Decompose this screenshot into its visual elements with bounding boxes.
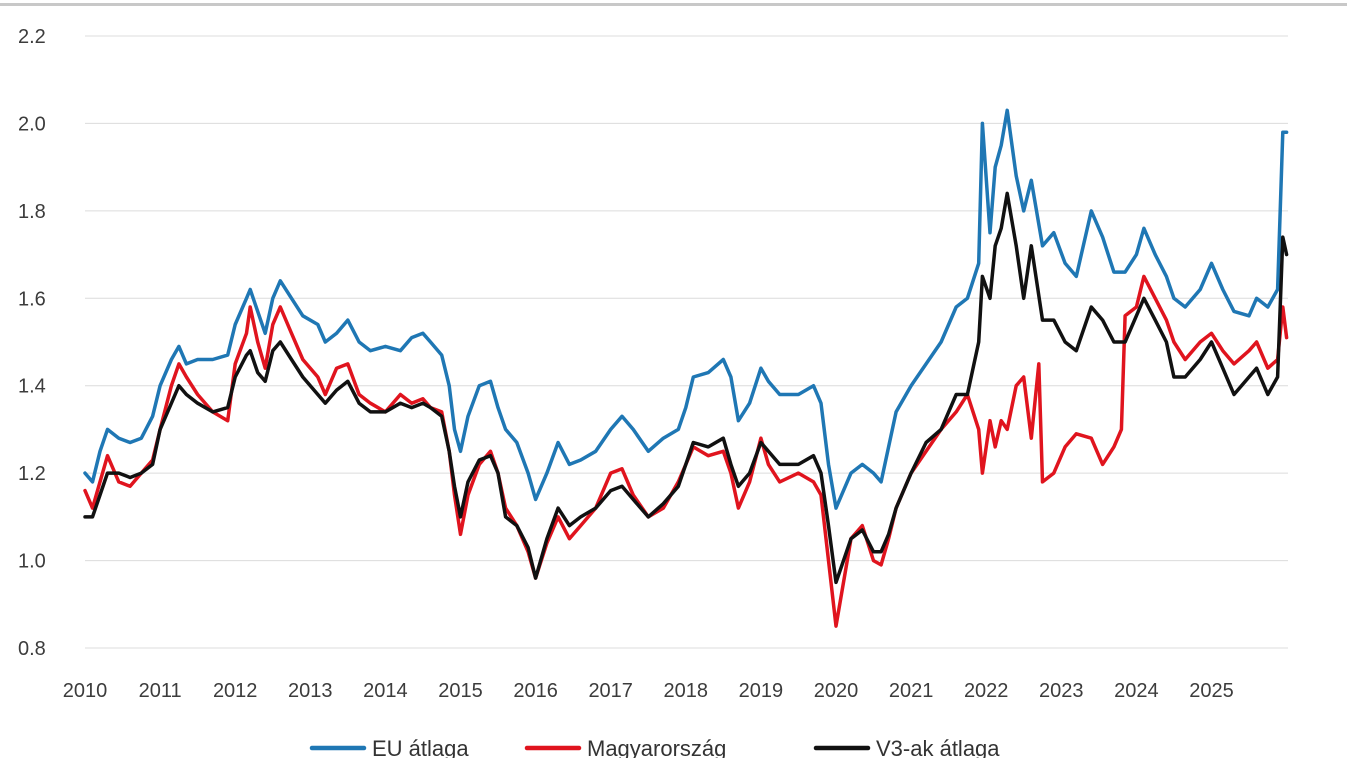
series-line-0 bbox=[83, 108, 1289, 510]
y-tick-label: 2.2 bbox=[18, 26, 46, 48]
top-border bbox=[0, 3, 1347, 6]
series-line-2 bbox=[83, 191, 1289, 585]
x-tick-label: 2014 bbox=[363, 680, 408, 702]
legend: EU átlaga Magyarország V3-ak átlaga bbox=[309, 736, 1000, 758]
series-lines bbox=[83, 108, 1289, 628]
legend-label-2: V3-ak átlaga bbox=[876, 736, 1000, 758]
y-tick-label: 2.0 bbox=[18, 113, 46, 135]
gridlines bbox=[85, 35, 1288, 649]
x-tick-label: 2020 bbox=[814, 680, 859, 702]
x-tick-label: 2011 bbox=[139, 680, 182, 702]
x-tick-label: 2023 bbox=[1039, 680, 1084, 702]
y-axis-ticks: 2.2 2.0 1.8 1.6 1.4 1.2 1.0 0.8 bbox=[18, 26, 46, 660]
y-tick-label: 1.8 bbox=[18, 201, 46, 223]
x-tick-label: 2025 bbox=[1189, 680, 1234, 702]
x-tick-label: 2017 bbox=[588, 680, 633, 702]
x-tick-label: 2018 bbox=[664, 680, 709, 702]
x-tick-label: 2021 bbox=[889, 680, 934, 702]
y-tick-label: 1.4 bbox=[18, 376, 46, 398]
x-tick-label: 2012 bbox=[213, 680, 258, 702]
y-tick-label: 1.0 bbox=[18, 551, 46, 573]
x-tick-label: 2019 bbox=[739, 680, 784, 702]
x-tick-label: 2016 bbox=[513, 680, 558, 702]
y-tick-label: 1.6 bbox=[18, 288, 46, 310]
x-axis-ticks: 2010 2011 2012 2013 2014 2015 2016 2017 2018 2019… bbox=[63, 680, 1234, 702]
legend-label-0: EU átlaga bbox=[372, 736, 469, 758]
x-tick-label: 2022 bbox=[964, 680, 1009, 702]
x-tick-label: 2010 bbox=[63, 680, 108, 702]
legend-label-1: Magyarország bbox=[587, 736, 726, 758]
x-tick-label: 2013 bbox=[288, 680, 333, 702]
y-tick-label: 0.8 bbox=[18, 638, 46, 660]
x-tick-label: 2024 bbox=[1114, 680, 1159, 702]
y-tick-label: 1.2 bbox=[18, 463, 46, 485]
x-tick-label: 2015 bbox=[438, 680, 483, 702]
